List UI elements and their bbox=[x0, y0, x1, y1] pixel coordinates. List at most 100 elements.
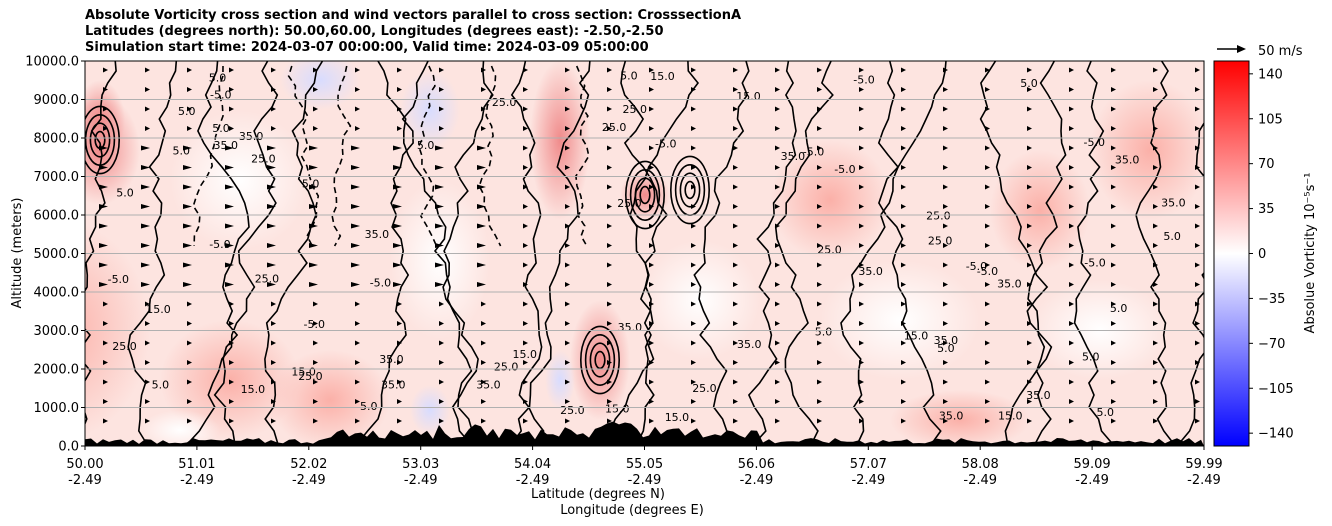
y-tick-label: 3000.0 bbox=[34, 324, 80, 339]
wind-vector bbox=[565, 399, 570, 404]
x-tick-label-lon: -2.49 bbox=[1187, 473, 1221, 488]
y-tick-label: 2000.0 bbox=[34, 363, 80, 378]
wind-vector bbox=[985, 204, 990, 209]
wind-vector bbox=[1069, 223, 1074, 229]
wind-vector bbox=[271, 301, 276, 307]
x-tick-label-lat: 51.01 bbox=[178, 457, 215, 472]
wind-vector bbox=[355, 301, 360, 307]
x-tick-label-lat: 59.99 bbox=[1185, 457, 1222, 472]
wind-vector bbox=[733, 243, 738, 248]
shading-blob bbox=[280, 61, 360, 110]
wind-vector bbox=[1027, 106, 1032, 112]
contour-label: 5.0 bbox=[1163, 230, 1181, 243]
wind-vector bbox=[271, 67, 276, 73]
wind-vector bbox=[859, 204, 864, 209]
x-tick-label-lon: -2.49 bbox=[68, 473, 102, 488]
wind-vector bbox=[607, 379, 612, 385]
wind-vector bbox=[1069, 243, 1074, 248]
wind-vector bbox=[943, 204, 948, 209]
wind-vector bbox=[943, 321, 948, 326]
wind-vector bbox=[183, 145, 192, 151]
wind-vector bbox=[309, 165, 318, 170]
wind-vector bbox=[1027, 67, 1032, 73]
contour-label: 25.0 bbox=[251, 152, 276, 165]
wind-vector bbox=[187, 67, 192, 73]
wind-vector bbox=[943, 184, 948, 190]
wind-vector bbox=[225, 243, 234, 248]
x-tick-label-lat: 54.04 bbox=[514, 457, 551, 472]
contour-label: 25.0 bbox=[494, 361, 519, 374]
wind-vector bbox=[943, 145, 948, 151]
wind-vector bbox=[355, 106, 360, 112]
contour-label: 5.0 bbox=[302, 177, 320, 190]
wind-vector bbox=[141, 223, 150, 229]
wind-vector bbox=[229, 301, 234, 307]
wind-vector bbox=[267, 145, 276, 151]
wind-vector bbox=[565, 321, 570, 326]
wind-vector bbox=[607, 418, 612, 424]
contour-label: 35.0 bbox=[379, 353, 404, 366]
wind-vector bbox=[103, 321, 108, 326]
wind-vector bbox=[775, 379, 780, 385]
wind-vector bbox=[691, 360, 696, 365]
plot-area: 5.015.0 -5.015.035.0-5.0-5.025.05.035.05.… bbox=[85, 61, 1204, 446]
wind-vector bbox=[271, 379, 276, 385]
wind-vector bbox=[775, 184, 780, 190]
wind-vector bbox=[775, 67, 780, 73]
wind-vector bbox=[649, 126, 654, 131]
wind-vector bbox=[1069, 87, 1074, 92]
wind-vector bbox=[393, 262, 402, 268]
wind-vector bbox=[145, 67, 150, 73]
wind-vector bbox=[985, 262, 990, 268]
wind-vector bbox=[859, 262, 864, 268]
wind-vector bbox=[607, 243, 612, 248]
wind-vector bbox=[607, 165, 612, 170]
wind-vector bbox=[309, 184, 318, 190]
wind-vector bbox=[565, 379, 570, 385]
wind-vector bbox=[225, 165, 234, 170]
wind-vector bbox=[145, 379, 150, 385]
wind-vector bbox=[607, 360, 612, 365]
wind-vector bbox=[565, 301, 570, 307]
wind-vector bbox=[691, 282, 696, 287]
wind-vector bbox=[351, 282, 360, 287]
wind-vector bbox=[565, 223, 570, 229]
wind-vector bbox=[565, 126, 570, 131]
y-tick-label: 5000.0 bbox=[34, 247, 80, 262]
wind-vector bbox=[141, 243, 150, 248]
wind-vector bbox=[565, 262, 570, 268]
wind-vector bbox=[859, 223, 864, 229]
wind-vector bbox=[229, 399, 234, 404]
y-tick-label: 0.0 bbox=[58, 440, 79, 455]
wind-vector bbox=[649, 418, 654, 424]
wind-vector bbox=[775, 282, 780, 287]
wind-vector bbox=[1153, 87, 1158, 92]
wind-vector bbox=[1195, 399, 1200, 404]
contour-label: 35.0 bbox=[214, 139, 239, 152]
x-tick-label-lon: -2.49 bbox=[740, 473, 774, 488]
wind-vector bbox=[313, 301, 318, 307]
wind-vector bbox=[1069, 126, 1074, 131]
wind-vector bbox=[775, 262, 780, 268]
wind-vector bbox=[393, 204, 402, 209]
contour-label: 5.0 bbox=[209, 72, 227, 85]
wind-vector bbox=[103, 418, 108, 424]
wind-vector bbox=[141, 282, 150, 287]
x-tick-label-lat: 57.07 bbox=[850, 457, 887, 472]
x-axis-label-lat: Latitude (degrees N) bbox=[531, 487, 665, 502]
wind-vector bbox=[943, 399, 948, 404]
wind-vector bbox=[817, 418, 822, 424]
wind-vector bbox=[649, 321, 654, 326]
wind-vector bbox=[607, 321, 612, 326]
wind-vector bbox=[477, 184, 486, 190]
wind-vector bbox=[313, 106, 318, 112]
wind-vector bbox=[183, 184, 192, 190]
wind-vector bbox=[1069, 204, 1074, 209]
wind-vector bbox=[439, 126, 444, 131]
wind-vector bbox=[225, 223, 234, 229]
contour-label: 5.0 bbox=[173, 145, 191, 158]
wind-vector bbox=[1027, 321, 1032, 326]
wind-vector bbox=[565, 106, 570, 112]
contour-label: 25.0 bbox=[560, 404, 585, 417]
shading-blob bbox=[990, 150, 1090, 270]
